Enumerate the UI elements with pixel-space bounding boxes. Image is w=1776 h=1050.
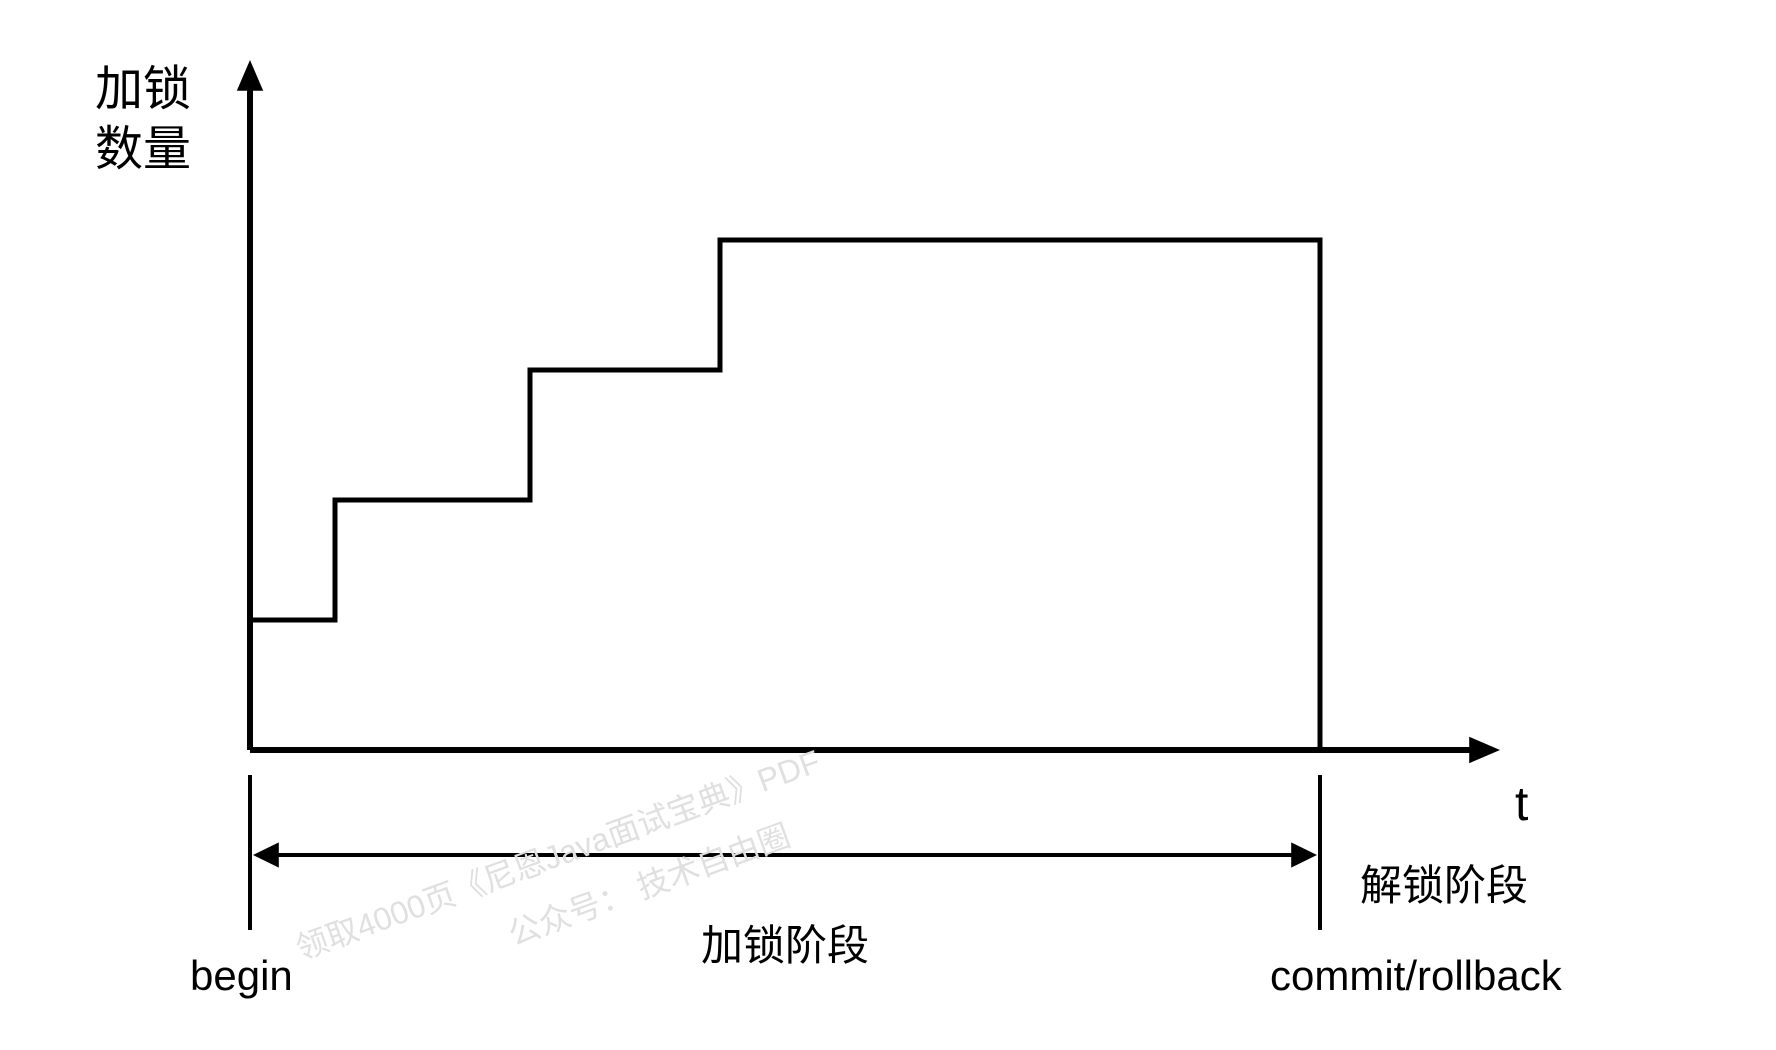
x-axis-label: t	[1515, 778, 1528, 831]
lock-count-step-line	[250, 240, 1320, 750]
lock-diagram: 加锁 数量 t begin 加锁阶段 解锁阶段 commit/rollback	[0, 0, 1776, 1050]
x-axis-arrowhead	[1469, 737, 1500, 763]
y-axis-arrowhead	[237, 60, 263, 91]
y-axis-label-line2: 数量	[95, 123, 191, 176]
commit-rollback-label: commit/rollback	[1270, 952, 1563, 999]
bracket-arrow-left-head	[253, 842, 279, 867]
unlock-phase-label: 解锁阶段	[1360, 862, 1528, 909]
y-axis-label-line1: 加锁	[95, 63, 191, 116]
bracket-arrow-right-head	[1291, 842, 1317, 867]
begin-label: begin	[190, 952, 293, 999]
lock-phase-label: 加锁阶段	[701, 922, 869, 969]
